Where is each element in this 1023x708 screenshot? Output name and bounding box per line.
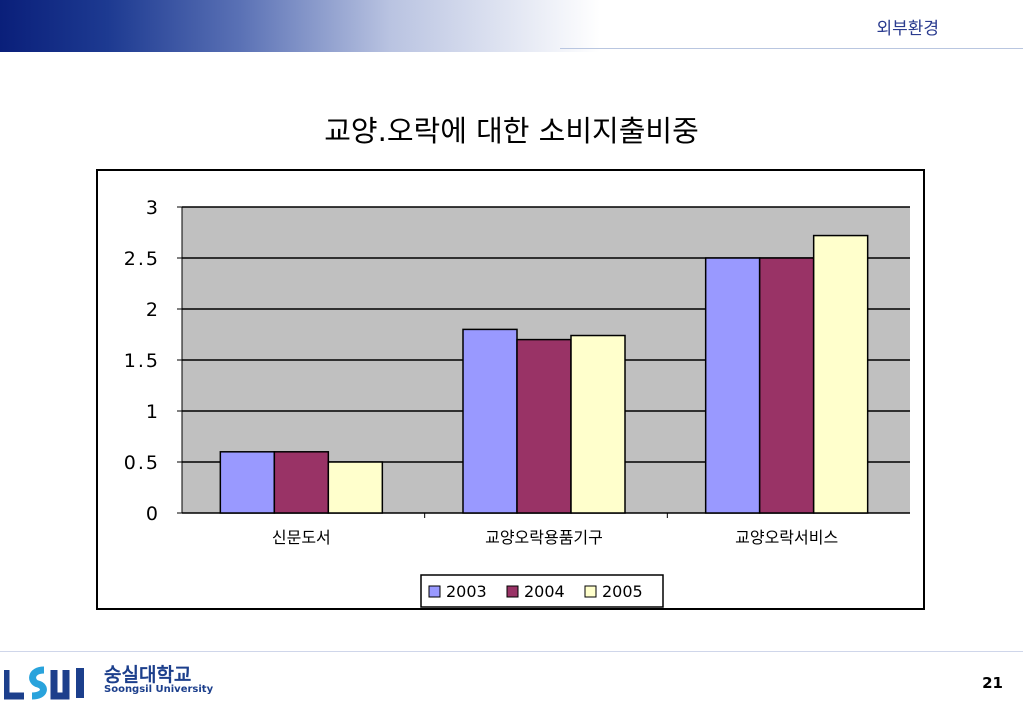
y-tick-label: 3 [146, 197, 160, 219]
y-tick-label: 1.5 [124, 350, 160, 372]
section-label: 외부환경 [876, 19, 939, 39]
x-tick-label: 교양오락용품기구 [485, 528, 603, 547]
legend-swatch [428, 585, 441, 598]
university-logo-mark [4, 666, 84, 700]
legend-label: 2003 [446, 582, 487, 601]
bar [812, 234, 869, 514]
bar [704, 257, 761, 514]
legend-swatch [584, 585, 597, 598]
legend-label: 2005 [602, 582, 643, 601]
page-number: 21 [982, 674, 1003, 692]
y-tick-label: 2 [146, 299, 160, 321]
logo-korean-name: 숭실대학교 [104, 664, 192, 686]
bar [758, 257, 815, 514]
y-tick-label: 0.5 [124, 452, 160, 474]
header-divider [560, 48, 1023, 49]
bar [327, 461, 384, 514]
footer-divider [0, 651, 1023, 652]
legend-label: 2004 [524, 582, 565, 601]
bar [273, 451, 330, 514]
bar [516, 338, 572, 514]
x-tick-label: 신문도서 [272, 528, 331, 547]
bar [462, 328, 518, 514]
bar [570, 334, 626, 514]
header-gradient-band [0, 0, 600, 52]
x-tick-label: 교양오락서비스 [735, 528, 838, 547]
y-tick-label: 1 [146, 401, 160, 423]
logo-english-name: Soongsil University [104, 684, 214, 695]
y-tick-label: 2.5 [124, 248, 160, 270]
legend-swatch [506, 585, 519, 598]
y-tick-label: 0 [146, 503, 160, 525]
bar-chart: 0 0.5 1 1.5 2 2.5 3 신문도서 교양오락용품기구 교양오락서비스 2003 2004… [124, 197, 910, 608]
legend-box [420, 574, 664, 608]
bar [219, 451, 276, 514]
chart-frame: 0 0.5 1 1.5 2 2.5 3 신문도서 교양오락용품기구 교양오락서비스 2003 2004… [96, 169, 925, 610]
slide-title: 교양.오락에 대한 소비지출비중 [324, 114, 699, 148]
